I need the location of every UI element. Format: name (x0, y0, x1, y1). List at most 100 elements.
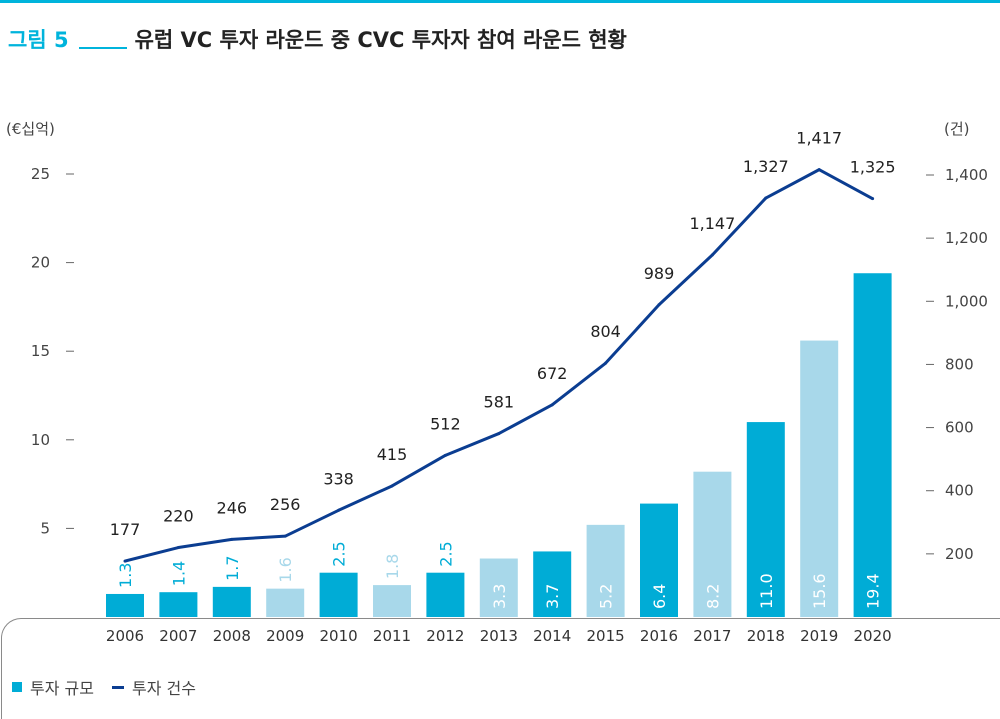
legend: 투자 규모 투자 건수 (12, 675, 196, 699)
left-tick-label: 10 (31, 431, 50, 449)
line-value-label: 1,327 (743, 157, 789, 176)
left-tick-label: 15 (31, 342, 50, 360)
bar-value-label: 11.0 (757, 573, 776, 609)
right-tick-label: 1,400 (945, 166, 988, 184)
bar (106, 593, 144, 617)
line-value-label: 512 (430, 414, 461, 433)
x-tick-label: 2013 (480, 627, 518, 645)
bar-value-label: 3.3 (490, 584, 509, 609)
right-tick-label: 1,000 (945, 292, 988, 310)
legend-line-label: 투자 건수 (131, 679, 196, 698)
bar-value-label: 1.3 (116, 563, 135, 588)
bar (746, 422, 785, 617)
line-point (604, 361, 608, 365)
right-tick-label: 600 (945, 419, 974, 437)
line-point (764, 196, 768, 200)
top-accent-line (0, 0, 1000, 3)
line-value-label: 415 (377, 445, 408, 464)
right-tick-label: 400 (945, 482, 974, 500)
bar (319, 572, 358, 617)
line-value-label: 246 (217, 498, 248, 517)
line-point (657, 303, 661, 307)
line-value-label: 220 (163, 507, 194, 526)
bar-value-label: 2.5 (330, 541, 349, 566)
line-value-label: 804 (590, 322, 621, 341)
legend-line-swatch (111, 685, 124, 689)
bar (533, 551, 572, 617)
line-point (176, 546, 180, 550)
bar-value-label: 6.4 (650, 584, 669, 609)
right-axis-unit: (건) (944, 120, 970, 138)
line-point (497, 432, 501, 436)
bar (426, 572, 465, 617)
bar (800, 340, 839, 617)
right-tick-label: 200 (945, 545, 974, 563)
line-point (443, 453, 447, 457)
bar-value-label: 1.4 (169, 561, 188, 586)
legend-bar-swatch (12, 682, 22, 692)
x-tick-label: 2012 (426, 627, 464, 645)
bar-value-label: 1.7 (223, 555, 242, 580)
line-point (283, 534, 287, 538)
bar (640, 503, 678, 617)
left-tick-label: 20 (31, 254, 50, 272)
x-tick-label: 2010 (320, 627, 358, 645)
line-point (337, 508, 341, 512)
line-value-label: 256 (270, 495, 301, 514)
legend-frame (1, 618, 1000, 719)
bar-value-label: 1.8 (383, 554, 402, 579)
x-tick-label: 2011 (373, 627, 411, 645)
legend-bar-label: 투자 규모 (30, 679, 94, 698)
bar-value-label: 15.6 (810, 573, 829, 609)
left-tick-label: 25 (31, 165, 50, 183)
bar (586, 524, 625, 617)
line-value-label: 989 (644, 264, 675, 283)
bar-value-label: 3.7 (543, 584, 562, 609)
x-tick-label: 2020 (854, 627, 892, 645)
bar-value-label: 8.2 (703, 584, 722, 609)
bar-value-label: 2.5 (436, 541, 455, 566)
left-tick-label: 5 (40, 519, 50, 537)
x-tick-label: 2014 (533, 627, 571, 645)
line-point (871, 197, 875, 201)
x-tick-label: 2015 (587, 627, 625, 645)
line-value-label: 177 (110, 520, 141, 539)
right-tick-label: 800 (945, 355, 974, 373)
line-point (550, 403, 554, 407)
line-value-label: 338 (323, 469, 354, 488)
x-tick-label: 2006 (106, 627, 144, 645)
bar (212, 586, 251, 617)
combo-chart: (€십억) (건) 5 10 15 20 25 200 400 600 800 1,000 1,200 1… (6, 120, 988, 645)
line-value-label: 1,417 (796, 129, 842, 148)
figure-title-text: 유럽 VC 투자 라운드 중 CVC 투자자 참여 라운드 현황 (134, 28, 627, 52)
x-tick-label: 2008 (213, 627, 251, 645)
title-rule (78, 47, 127, 49)
line-point (817, 168, 821, 172)
x-tick-label: 2007 (159, 627, 197, 645)
line-point (123, 559, 127, 563)
bar-value-label: 5.2 (597, 584, 616, 609)
bar (373, 585, 411, 617)
bar (853, 273, 892, 617)
line-value-label: 1,147 (689, 214, 735, 233)
line-value-label: 581 (484, 393, 515, 412)
bar (693, 471, 732, 617)
figure-number: 그림 5 (8, 28, 69, 52)
x-tick-label: 2019 (800, 627, 838, 645)
line-value-label: 1,325 (850, 158, 896, 177)
x-tick-label: 2016 (640, 627, 678, 645)
bar-value-label: 1.6 (276, 557, 295, 582)
bar (159, 592, 198, 617)
x-tick-label: 2018 (747, 627, 785, 645)
line-point (710, 253, 714, 257)
bar (266, 588, 305, 617)
bar (479, 558, 518, 617)
bar-value-label: 19.4 (864, 573, 883, 609)
x-tick-label: 2009 (266, 627, 304, 645)
line-point (230, 537, 234, 541)
line-value-label: 672 (537, 364, 568, 383)
left-axis-unit: (€십억) (6, 120, 55, 138)
x-tick-label: 2017 (693, 627, 731, 645)
right-tick-label: 1,200 (945, 229, 988, 247)
figure-title: 그림 5 유럽 VC 투자 라운드 중 CVC 투자자 참여 라운드 현황 (8, 22, 627, 56)
